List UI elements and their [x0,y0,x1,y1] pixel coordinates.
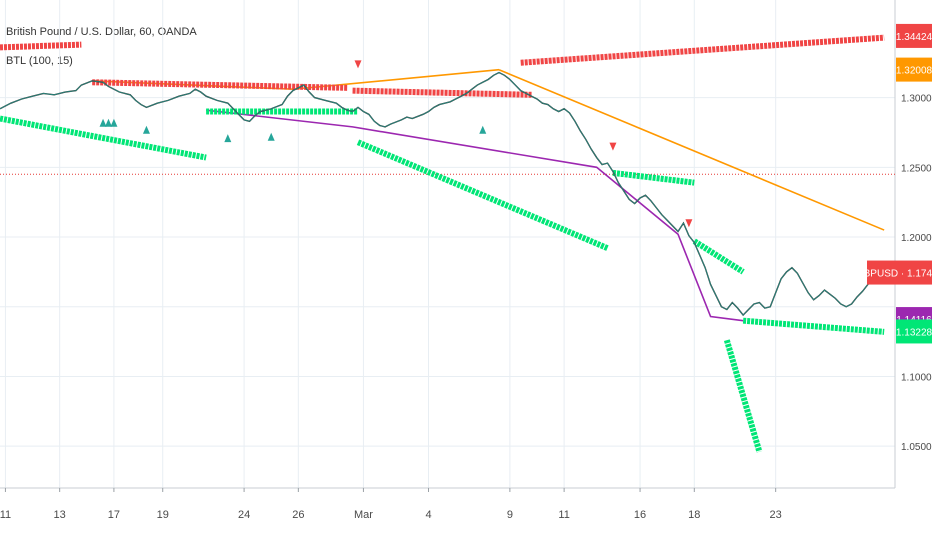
x-tick-label: 9 [507,509,513,521]
x-tick-label: 4 [425,509,431,521]
x-tick-label: 19 [157,509,169,521]
trend-price-label: 1.32008 [896,66,932,77]
buy-signal-marker [110,118,118,127]
trend-price-badge [896,57,932,82]
x-tick-label: 11 [0,509,11,521]
symbol-title: British Pound / U.S. Dollar, 60, OANDA [6,26,197,38]
y-tick-label: 1.30000 [901,94,932,105]
y-tick-label: 1.20000 [901,233,932,244]
sell-signal-marker [609,142,617,151]
y-tick-label: 1.05000 [901,442,932,453]
y-tick-label: 1.10000 [901,372,932,383]
resistance-line [0,41,82,51]
sell-signal-marker [354,60,362,69]
resistance-price-label: 1.34424 [896,32,932,43]
buy-signal-marker [104,118,112,127]
x-tick-label: 17 [108,509,120,521]
x-tick-label: 11 [558,509,569,521]
resistance-line [92,79,348,91]
x-tick-label: Mar [354,509,373,521]
support-line [0,115,207,161]
support-line [692,238,745,275]
y-tick-label: 1.25000 [901,163,932,174]
resistance-line [520,34,885,66]
support-line [612,169,695,186]
buy-signal-marker [267,132,275,141]
buy-signal-marker [142,125,150,134]
support-line [723,339,763,453]
sell-signal-marker [685,219,693,228]
x-tick-label: 24 [238,509,250,521]
x-tick-label: 23 [770,509,782,521]
buy-signal-marker [224,134,232,143]
buy-signal-marker [99,118,107,127]
x-tick-label: 18 [688,509,700,521]
trend-line [498,68,885,231]
support-price-label: 1.13228 [896,327,932,338]
x-tick-label: 13 [54,509,66,521]
x-tick-label: 26 [292,509,304,521]
symbol-price-label: GBPUSD · 1.17452 [856,269,932,280]
resistance-price-badge [896,23,932,48]
x-tick-label: 16 [634,509,646,521]
buy-signal-marker [479,125,487,134]
support-line [356,139,609,251]
symbol-price-badge [867,260,932,285]
support-price-badge [896,319,932,344]
resistance-line [352,87,532,98]
price-series-line [0,71,885,317]
support-line [742,317,885,335]
indicator-title: BTL (100, 15) [6,55,73,67]
price-series-overlay [0,72,885,316]
